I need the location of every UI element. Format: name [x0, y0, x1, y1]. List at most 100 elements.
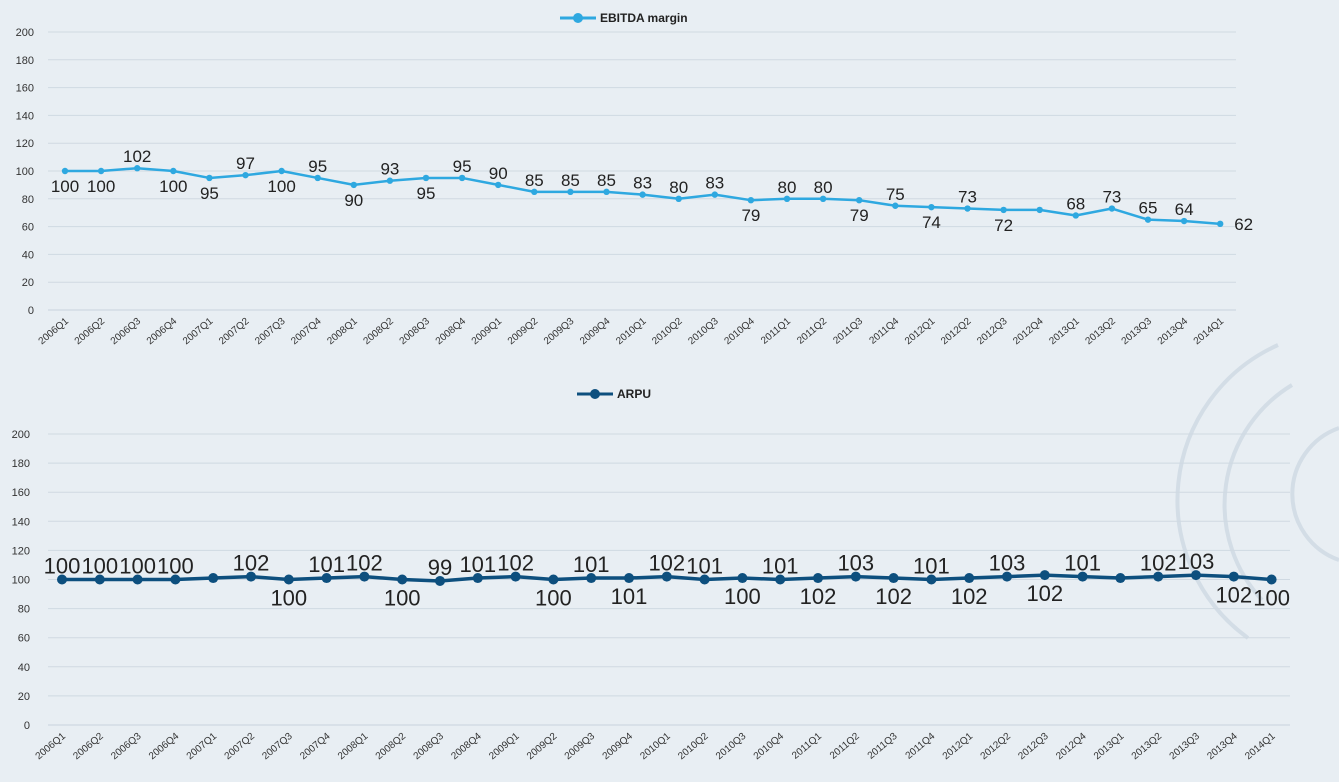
data-point — [783, 195, 791, 202]
x-tick-label: 2006Q3 — [109, 731, 144, 763]
data-label: 103 — [989, 551, 1026, 576]
data-label: 97 — [236, 154, 255, 173]
data-point — [567, 188, 574, 196]
data-label: 101 — [308, 552, 345, 577]
data-label: 65 — [1139, 199, 1158, 218]
data-point — [548, 574, 559, 585]
y-tick-label: 140 — [12, 516, 30, 528]
x-tick-label: 2013Q1 — [1047, 316, 1082, 348]
data-label: 100 — [270, 586, 307, 611]
x-tick-label: 2013Q3 — [1120, 316, 1155, 348]
data-label: 95 — [453, 157, 472, 176]
x-tick-label: 2011Q1 — [759, 316, 793, 347]
data-point — [495, 181, 502, 189]
x-tick-label: 2009Q4 — [601, 731, 636, 763]
data-label: 100 — [44, 554, 81, 579]
data-label: 100 — [159, 177, 187, 196]
y-tick-label: 160 — [12, 487, 30, 499]
data-point — [208, 573, 219, 584]
y-tick-label: 120 — [16, 138, 34, 150]
data-label: 101 — [686, 554, 723, 579]
data-point — [1036, 206, 1043, 214]
x-tick-label: 2010Q3 — [714, 731, 749, 763]
x-tick-label: 2006Q2 — [73, 316, 108, 348]
x-tick-label: 2008Q1 — [336, 731, 371, 763]
data-label: 102 — [875, 584, 912, 609]
data-point — [134, 165, 141, 172]
data-point — [1039, 570, 1050, 581]
x-tick-label: 2011Q2 — [828, 731, 862, 762]
background-arcs — [1175, 343, 1339, 640]
x-tick-label: 2012Q2 — [939, 316, 974, 348]
data-label: 101 — [459, 552, 496, 577]
y-tick-label: 160 — [16, 83, 34, 95]
data-point — [1077, 571, 1088, 582]
data-point — [813, 573, 823, 584]
x-tick-label: 2010Q2 — [650, 316, 685, 348]
data-point — [246, 571, 256, 582]
data-label: 100 — [267, 177, 295, 196]
x-tick-label: 2013Q3 — [1168, 731, 1203, 763]
data-label: 95 — [308, 157, 327, 176]
data-point — [624, 573, 634, 584]
y-tick-label: 20 — [18, 691, 30, 703]
data-point — [856, 196, 863, 204]
data-label: 80 — [669, 178, 688, 197]
data-label: 100 — [51, 177, 79, 196]
data-point — [1072, 212, 1080, 219]
data-label: 100 — [81, 554, 118, 579]
data-point — [132, 574, 143, 585]
y-tick-label: 180 — [16, 55, 34, 67]
data-point — [531, 188, 538, 196]
x-tick-label: 2013Q4 — [1156, 316, 1191, 348]
x-tick-label: 2011Q2 — [795, 316, 829, 347]
data-point — [639, 191, 646, 198]
data-point — [350, 181, 357, 189]
data-label: 85 — [525, 171, 544, 190]
x-tick-label: 2012Q4 — [1011, 316, 1046, 348]
data-label: 68 — [1066, 194, 1085, 213]
data-label: 72 — [994, 216, 1013, 235]
data-label: 90 — [344, 191, 363, 210]
x-tick-label: 2007Q1 — [181, 316, 216, 348]
data-point — [61, 167, 69, 175]
y-tick-label: 140 — [16, 110, 34, 122]
data-point — [926, 574, 937, 585]
x-tick-label: 2006Q4 — [147, 731, 182, 763]
data-point — [1144, 216, 1152, 223]
data-point — [711, 191, 718, 198]
data-point — [586, 573, 597, 584]
x-tick-label: 2007Q2 — [217, 316, 252, 348]
data-label: 102 — [497, 551, 534, 576]
data-label: 73 — [1102, 188, 1121, 207]
x-tick-label: 2006Q3 — [109, 316, 144, 348]
x-tick-label: 2013Q1 — [1092, 731, 1127, 763]
x-tick-label: 2009Q4 — [578, 316, 613, 348]
data-label: 102 — [1026, 581, 1063, 606]
x-tick-label: 2009Q1 — [470, 316, 505, 348]
x-tick-label: 2008Q4 — [449, 731, 484, 763]
data-label: 74 — [922, 213, 941, 232]
x-tick-label: 2011Q4 — [904, 731, 938, 762]
y-tick-label: 40 — [22, 249, 34, 261]
data-point — [435, 575, 445, 586]
y-tick-label: 20 — [22, 277, 34, 289]
data-point — [747, 196, 755, 204]
legend-marker — [573, 13, 583, 23]
data-label: 100 — [157, 554, 194, 579]
data-point — [458, 174, 466, 182]
data-label: 83 — [633, 174, 652, 193]
data-point — [850, 571, 861, 582]
x-tick-label: 2010Q1 — [638, 731, 673, 763]
data-label: 100 — [384, 586, 421, 611]
data-label: 85 — [597, 171, 616, 190]
x-tick-label: 2010Q4 — [752, 731, 787, 763]
x-tick-label: 2007Q3 — [253, 316, 288, 348]
x-tick-label: 2006Q2 — [71, 731, 106, 763]
x-tick-label: 2012Q1 — [903, 316, 938, 348]
data-label: 83 — [705, 174, 724, 193]
x-tick-label: 2008Q3 — [412, 731, 447, 763]
data-label: 102 — [123, 147, 151, 166]
data-point — [1191, 570, 1201, 581]
x-tick-label: 2008Q2 — [374, 731, 409, 763]
